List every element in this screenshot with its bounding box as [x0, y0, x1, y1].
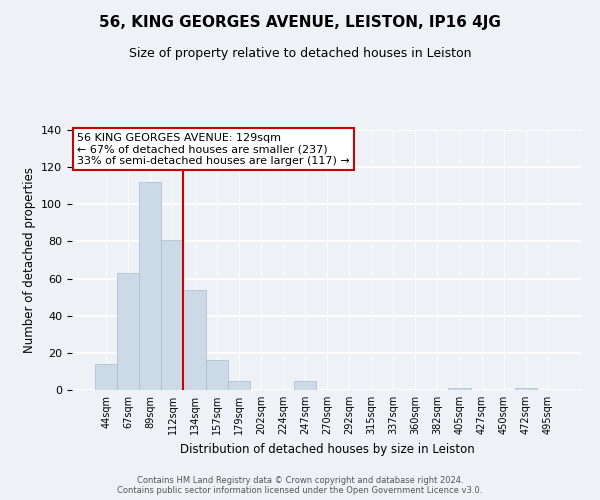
Text: Contains public sector information licensed under the Open Government Licence v3: Contains public sector information licen…: [118, 486, 482, 495]
Bar: [448, 388, 470, 390]
Bar: [161, 240, 184, 390]
Bar: [206, 360, 227, 390]
Text: 56, KING GEORGES AVENUE, LEISTON, IP16 4JG: 56, KING GEORGES AVENUE, LEISTON, IP16 4…: [99, 15, 501, 30]
Bar: [139, 182, 161, 390]
Bar: [117, 273, 139, 390]
Text: Size of property relative to detached houses in Leiston: Size of property relative to detached ho…: [129, 48, 471, 60]
Bar: [515, 388, 537, 390]
Bar: [184, 290, 206, 390]
X-axis label: Distribution of detached houses by size in Leiston: Distribution of detached houses by size …: [179, 442, 475, 456]
Text: 56 KING GEORGES AVENUE: 129sqm
← 67% of detached houses are smaller (237)
33% of: 56 KING GEORGES AVENUE: 129sqm ← 67% of …: [77, 132, 350, 166]
Bar: [294, 380, 316, 390]
Y-axis label: Number of detached properties: Number of detached properties: [23, 167, 35, 353]
Bar: [227, 380, 250, 390]
Text: Contains HM Land Registry data © Crown copyright and database right 2024.: Contains HM Land Registry data © Crown c…: [137, 476, 463, 485]
Bar: [95, 364, 117, 390]
